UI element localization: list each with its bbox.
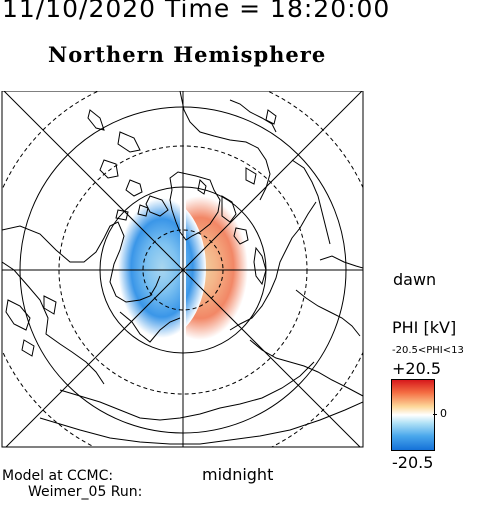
dawn-label: dawn xyxy=(393,270,437,289)
colorbar-zero-label: 0 xyxy=(440,407,447,420)
meridians xyxy=(2,91,363,447)
polar-map xyxy=(1,91,364,448)
midnight-label: midnight xyxy=(202,465,274,484)
legend-range: -20.5<PHI<13 xyxy=(392,345,464,356)
legend-title: PHI [kV] xyxy=(392,318,457,337)
timestamp-title: 11/10/2020 Time = 18:20:00 xyxy=(2,0,391,23)
potential-pattern xyxy=(118,187,248,353)
hemisphere-title: Northern Hemisphere xyxy=(48,42,327,67)
run-label: Weimer_05 Run: xyxy=(28,484,143,500)
model-label: Model at CCMC: xyxy=(2,468,114,484)
colorbar xyxy=(391,379,435,451)
colorbar-zero-tick xyxy=(433,414,437,415)
colorbar-max-label: +20.5 xyxy=(392,359,442,378)
coastlines xyxy=(2,91,363,445)
colorbar-min-label: -20.5 xyxy=(392,453,434,472)
